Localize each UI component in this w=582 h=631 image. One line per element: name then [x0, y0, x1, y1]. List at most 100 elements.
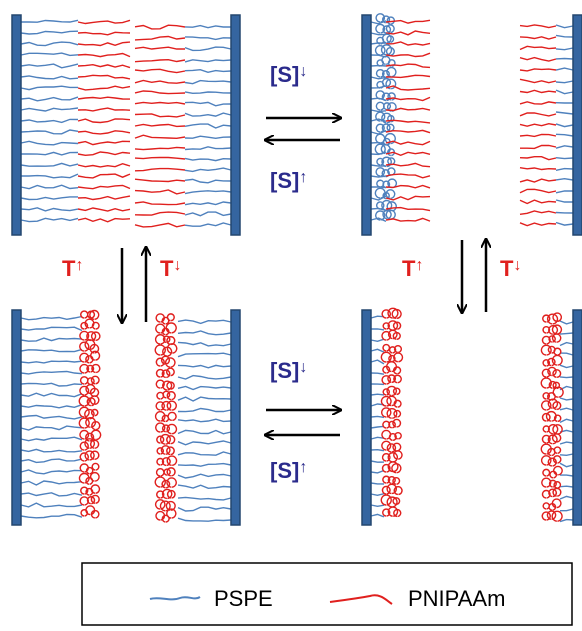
- chain: [20, 448, 83, 453]
- chain: [184, 46, 232, 52]
- chain: [559, 453, 574, 457]
- chain: [134, 201, 186, 206]
- chain: [20, 96, 79, 102]
- chain: [370, 415, 385, 419]
- chain: [77, 63, 131, 69]
- chain: [385, 107, 431, 112]
- legend-swatch: [149, 596, 201, 601]
- chain: [184, 123, 232, 129]
- chain: [20, 348, 83, 353]
- chain: [77, 140, 131, 146]
- coil: [543, 313, 563, 324]
- coil: [382, 430, 403, 440]
- chain: [134, 46, 185, 50]
- label-text: T: [500, 256, 514, 281]
- chain: [385, 217, 431, 222]
- chain: [77, 96, 131, 100]
- chain: [20, 436, 83, 442]
- chain: [560, 474, 574, 477]
- chain: [184, 36, 232, 41]
- coil: [382, 330, 403, 340]
- coil: [156, 433, 176, 445]
- chain: [177, 396, 232, 402]
- chain: [20, 370, 83, 375]
- chain: [20, 217, 79, 223]
- chain: [20, 151, 79, 156]
- chain: [370, 359, 385, 365]
- label-arrow: ↑: [299, 459, 307, 476]
- coil: [78, 417, 101, 431]
- chain: [177, 319, 232, 325]
- chain: [177, 385, 232, 391]
- chain: [555, 167, 574, 171]
- coil: [541, 510, 563, 522]
- coil: [380, 395, 402, 408]
- label-arrow: ↓: [513, 257, 521, 274]
- coil: [381, 450, 403, 463]
- coil: [383, 386, 403, 395]
- chain: [20, 162, 79, 167]
- plate: [361, 14, 372, 236]
- chain: [519, 45, 557, 51]
- chain: [385, 74, 431, 79]
- chain: [20, 129, 79, 135]
- chain: [370, 469, 385, 474]
- plate: [572, 14, 582, 236]
- chain: [134, 24, 186, 30]
- arrows: [122, 118, 486, 435]
- legend-label: PNIPAAm: [408, 586, 505, 611]
- chain: [20, 382, 83, 387]
- coil: [542, 424, 563, 435]
- chain: [370, 372, 385, 375]
- label-text: [S]: [270, 62, 299, 87]
- coil: [542, 334, 562, 344]
- chain: [370, 393, 385, 396]
- coil: [376, 178, 398, 189]
- chain: [20, 337, 83, 342]
- coil: [154, 343, 178, 357]
- chain: [77, 41, 131, 47]
- chain: [20, 140, 79, 146]
- chain: [77, 31, 131, 36]
- coil: [382, 308, 402, 319]
- chain: [385, 140, 431, 146]
- label-text: T: [62, 256, 76, 281]
- chain: [385, 63, 431, 69]
- chain: [134, 58, 186, 63]
- chain: [385, 151, 431, 157]
- chain: [555, 67, 574, 71]
- plate: [230, 14, 241, 236]
- chain: [134, 79, 186, 84]
- coil: [381, 461, 402, 474]
- chain: [184, 201, 232, 206]
- chain: [370, 85, 387, 89]
- chain: [519, 222, 557, 227]
- chain: [20, 360, 83, 364]
- coil: [156, 455, 178, 467]
- chain: [559, 462, 574, 468]
- chain: [177, 484, 232, 490]
- chain: [555, 123, 574, 128]
- chain: [559, 320, 574, 325]
- chain: [177, 496, 232, 501]
- chain: [519, 167, 557, 171]
- chain: [77, 85, 131, 91]
- chain: [20, 469, 83, 475]
- coil: [79, 407, 100, 418]
- chain: [370, 32, 387, 36]
- chain: [134, 167, 186, 172]
- chain: [370, 425, 385, 429]
- chain: [184, 24, 231, 29]
- chain: [77, 52, 131, 58]
- chain: [555, 89, 574, 95]
- chain: [77, 195, 131, 201]
- chain: [177, 462, 232, 467]
- label: [S]↑: [270, 458, 307, 483]
- coil: [542, 488, 562, 499]
- chain: [555, 57, 574, 60]
- chain: [20, 85, 78, 91]
- chain: [20, 326, 83, 332]
- label: [S]↓: [270, 358, 307, 383]
- chain: [555, 34, 574, 38]
- chain: [20, 41, 79, 47]
